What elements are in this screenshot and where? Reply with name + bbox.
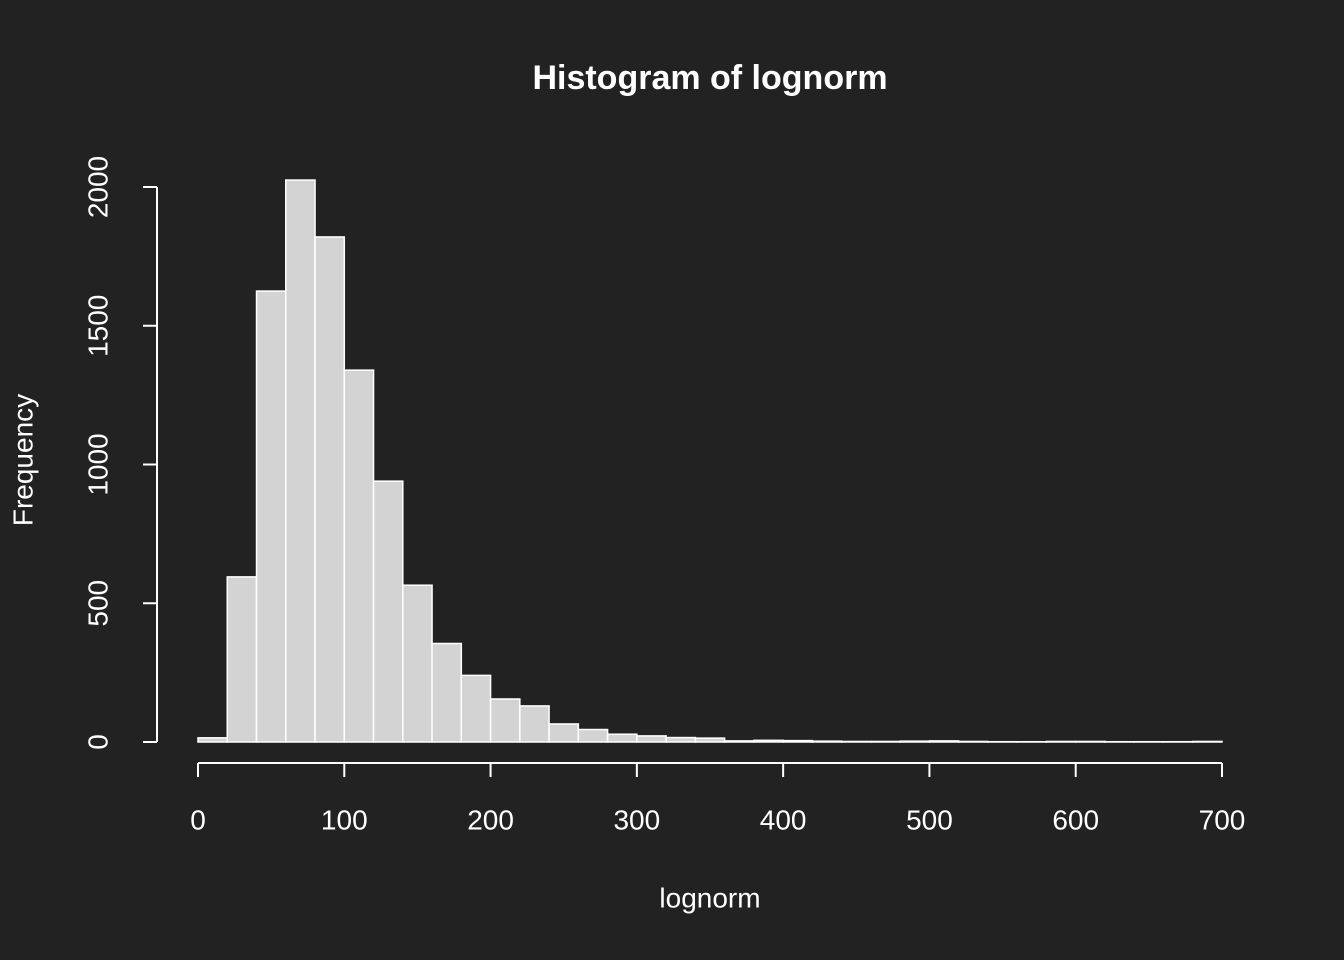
bar — [226, 576, 258, 743]
x-tick-label: 700 — [1199, 804, 1246, 835]
x-tick-label: 0 — [190, 804, 206, 835]
bar — [431, 642, 463, 743]
bar — [372, 480, 404, 743]
bar — [1191, 740, 1223, 743]
bar — [343, 369, 375, 743]
bar — [636, 735, 667, 743]
x-tick-label: 200 — [467, 804, 514, 835]
bar — [548, 723, 580, 743]
bar — [811, 740, 843, 743]
bar — [577, 728, 609, 743]
bar — [694, 737, 726, 743]
bar — [840, 740, 872, 743]
x-tick-label: 500 — [906, 804, 953, 835]
x-tick-label: 600 — [1052, 804, 1099, 835]
bar — [402, 584, 433, 743]
bar — [665, 736, 697, 743]
bar — [606, 733, 638, 743]
x-tick-label: 400 — [760, 804, 807, 835]
y-tick-label: 0 — [82, 734, 113, 750]
x-tick-label: 100 — [321, 804, 368, 835]
bar — [314, 236, 346, 743]
y-tick-label: 1000 — [82, 433, 113, 495]
y-tick-label: 500 — [82, 580, 113, 627]
bar — [460, 674, 492, 743]
bar — [753, 739, 784, 743]
x-axis-title: lognorm — [659, 882, 760, 913]
bar — [723, 740, 755, 743]
bar — [928, 740, 960, 743]
bar — [255, 290, 287, 743]
bar — [285, 179, 316, 743]
bar — [489, 698, 521, 743]
bar — [782, 739, 814, 743]
chart-title: Histogram of lognorm — [532, 59, 887, 97]
bar — [519, 705, 550, 743]
bar — [957, 740, 989, 743]
y-axis-title: Frequency — [7, 394, 38, 526]
bar — [1074, 740, 1106, 743]
bar — [197, 737, 229, 743]
y-tick-label: 1500 — [82, 295, 113, 357]
y-tick-label: 2000 — [82, 156, 113, 218]
bar — [899, 740, 931, 743]
x-tick-label: 300 — [613, 804, 660, 835]
bar — [870, 740, 901, 743]
bar — [1045, 740, 1077, 743]
